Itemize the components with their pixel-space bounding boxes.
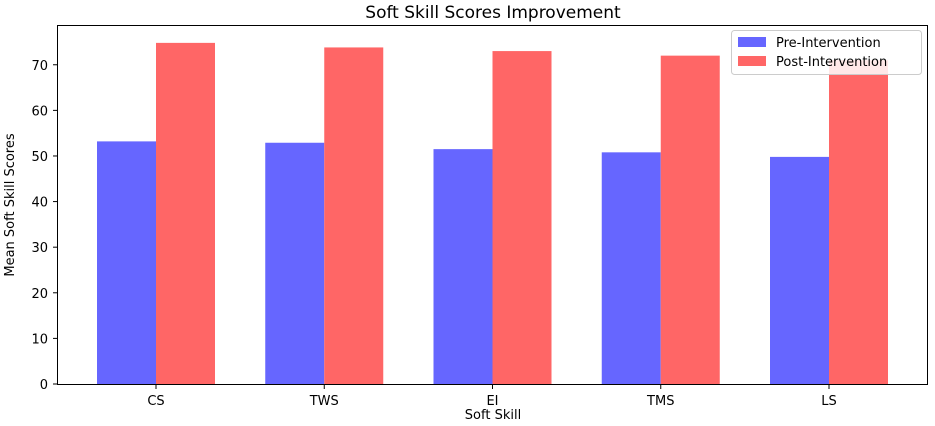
x-tick-label-ei: EI xyxy=(486,394,498,409)
y-axis-title: Mean Soft Skill Scores xyxy=(3,133,18,276)
y-axis: 0 10 20 30 40 50 60 70 xyxy=(31,59,58,393)
pre-intervention-bar-tws xyxy=(265,142,325,384)
y-tick-label: 20 xyxy=(31,287,48,302)
x-axis-title: Soft Skill xyxy=(465,408,521,423)
x-tick-label-cs: CS xyxy=(147,394,164,409)
post-intervention-bar-cs xyxy=(156,42,215,384)
legend: Pre-Intervention Post-Intervention xyxy=(731,30,922,75)
pre-intervention-bar-ls xyxy=(770,156,829,384)
legend-label-pre: Pre-Intervention xyxy=(776,36,881,51)
x-tick-label-tms: TMS xyxy=(646,394,674,409)
legend-swatch-post xyxy=(738,56,766,66)
post-intervention-bar-tws xyxy=(324,47,384,385)
y-tick-label: 30 xyxy=(31,241,48,256)
y-tick-label: 10 xyxy=(31,332,48,347)
pre-intervention-bar-tms xyxy=(601,152,661,384)
legend-label-post: Post-Intervention xyxy=(776,55,887,70)
pre-intervention-bar-cs xyxy=(97,141,156,384)
post-intervention-bar-tms xyxy=(660,55,720,384)
chart-title: Soft Skill Scores Improvement xyxy=(365,3,621,23)
y-tick-label: 40 xyxy=(31,196,48,211)
y-tick-label: 0 xyxy=(40,378,48,393)
legend-swatch-pre xyxy=(738,37,766,47)
bars-group xyxy=(97,42,888,385)
pre-intervention-bar-ei xyxy=(433,149,493,384)
legend-box xyxy=(731,30,922,75)
y-tick-label: 50 xyxy=(31,150,48,165)
y-tick-label: 60 xyxy=(31,104,48,119)
x-axis: CS TWS EI TMS LS xyxy=(147,384,837,409)
x-tick-label-ls: LS xyxy=(821,394,837,409)
post-intervention-bar-ei xyxy=(492,51,552,385)
post-intervention-bar-ls xyxy=(829,60,888,384)
y-tick-label: 70 xyxy=(31,59,48,74)
x-tick-label-tws: TWS xyxy=(309,394,339,409)
